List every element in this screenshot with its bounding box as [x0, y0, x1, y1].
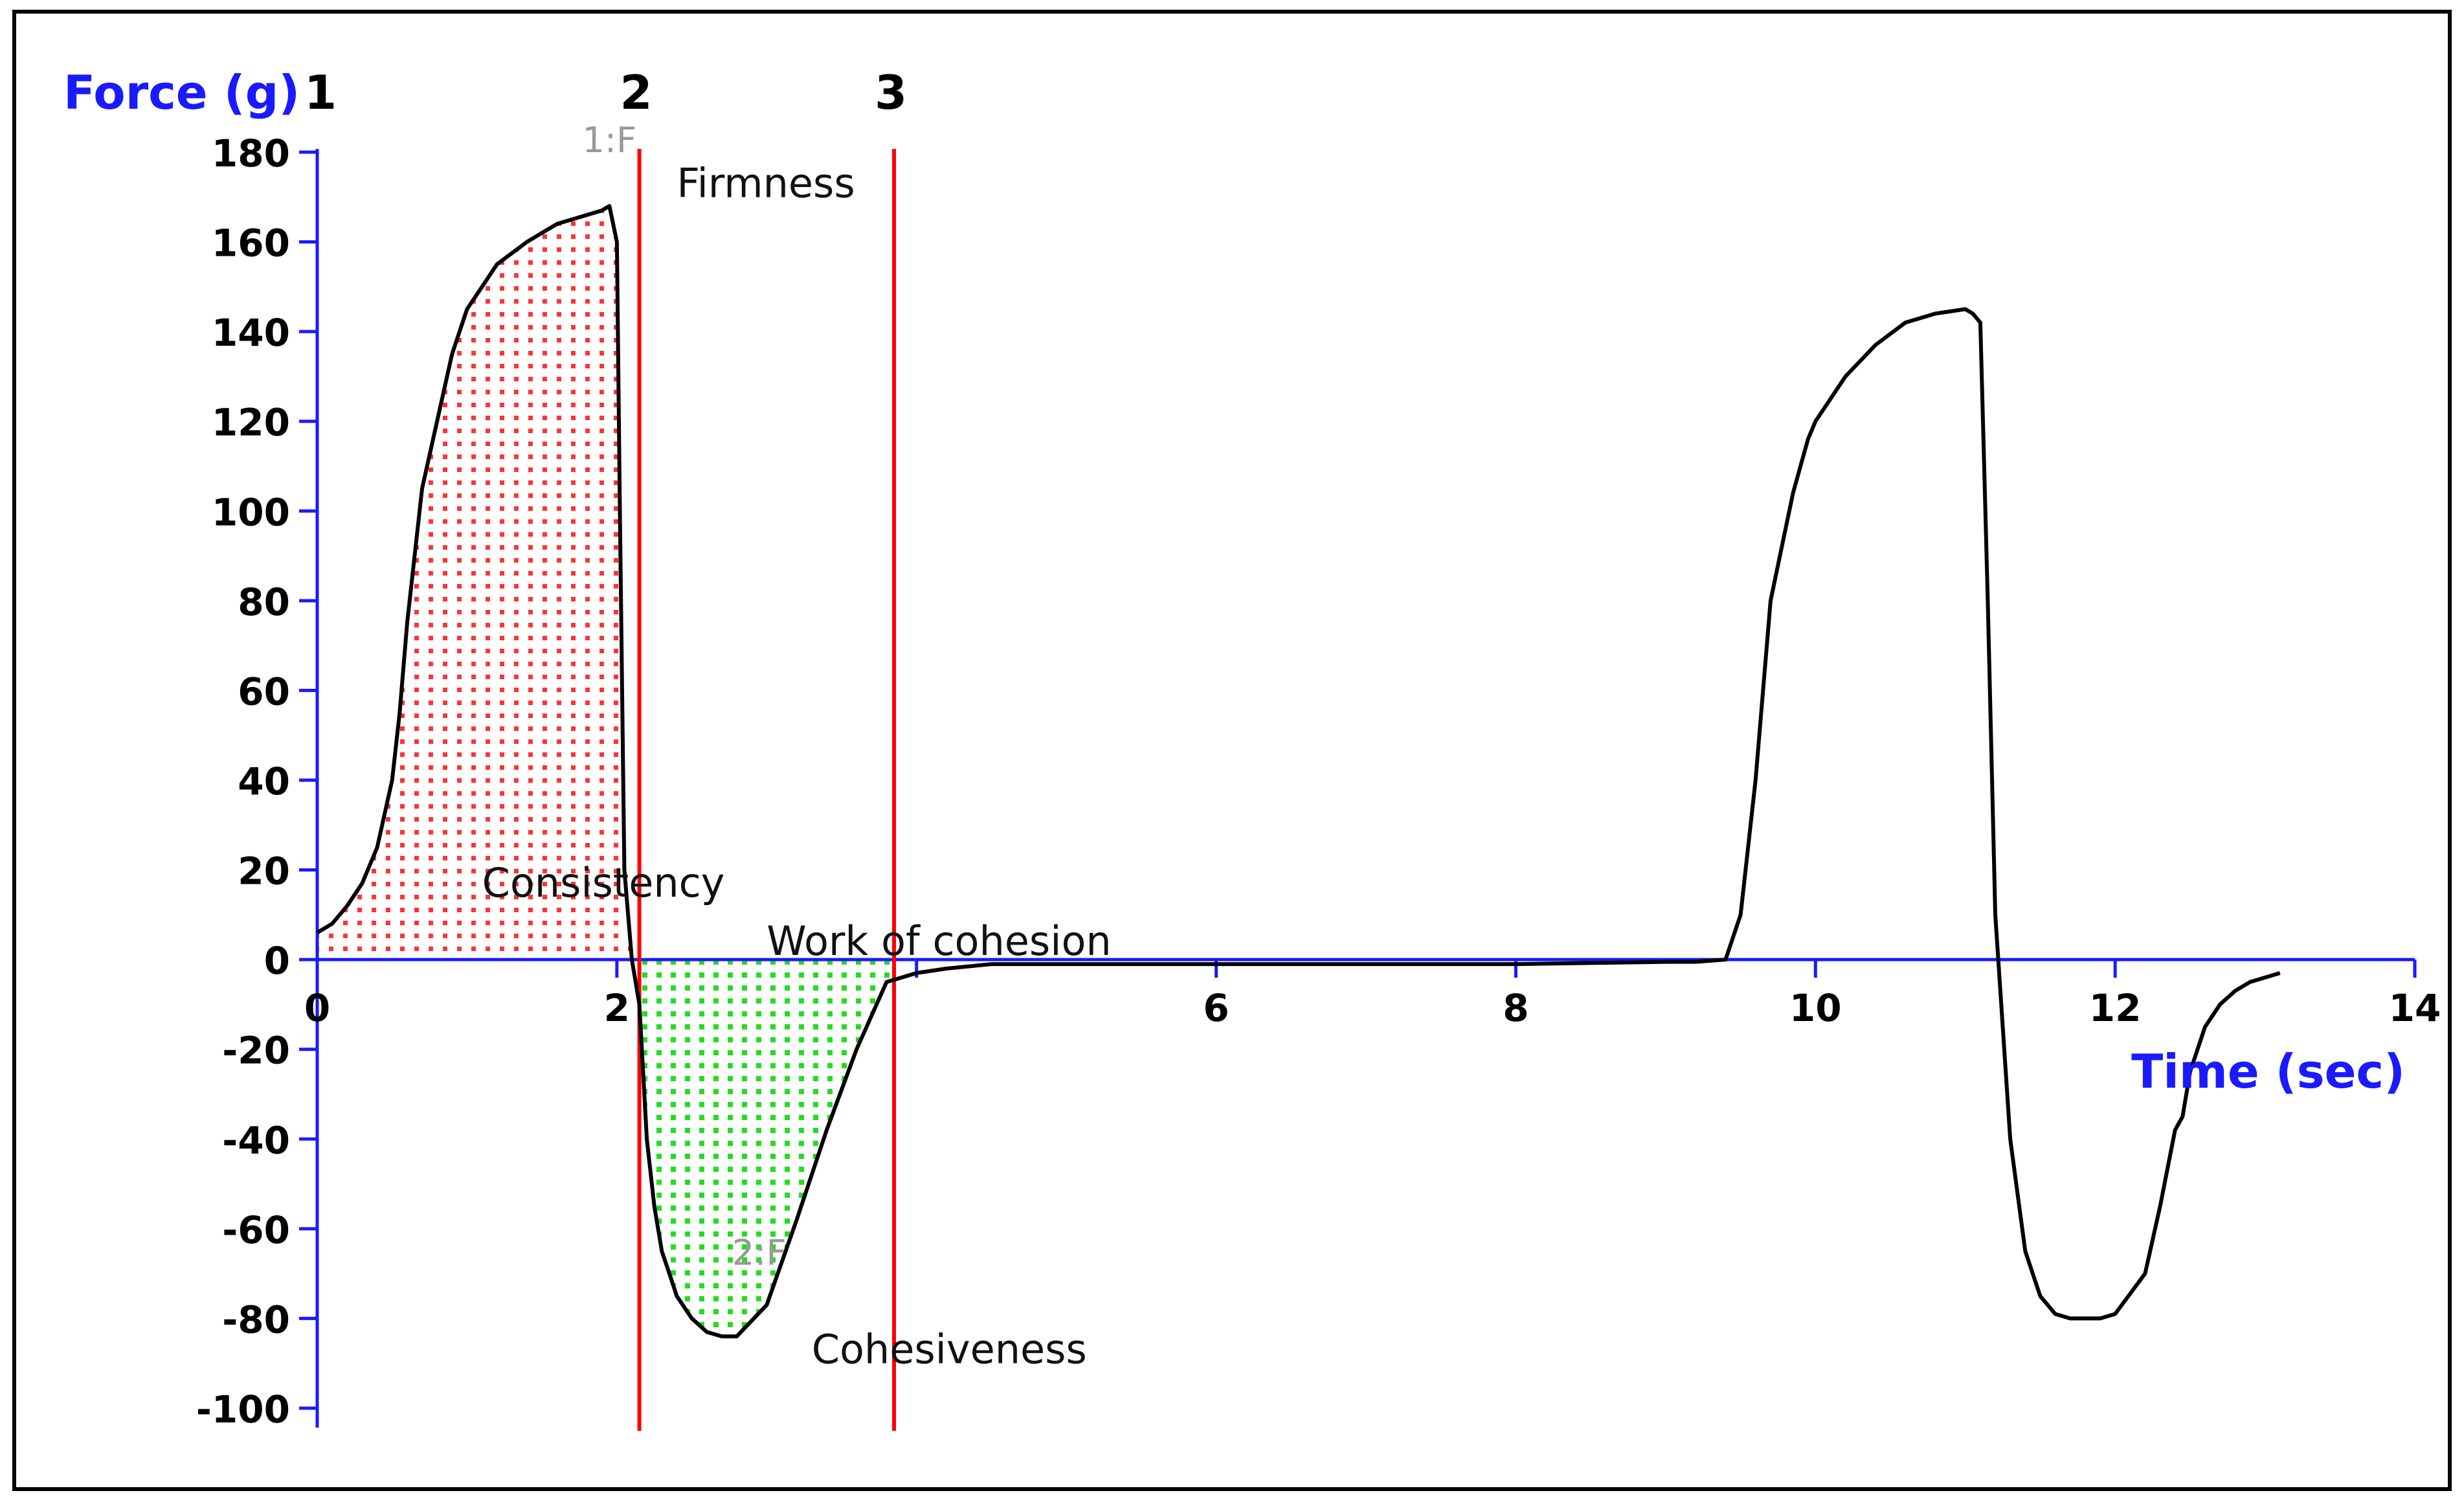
axes: 180160140120100806040200-20-40-60-80-100… — [196, 131, 2441, 1431]
y-tick-label: -80 — [222, 1297, 290, 1341]
y-tick-label: 160 — [212, 221, 290, 265]
series-line — [316, 204, 2281, 1339]
x-axis-label: Time (sec) — [2131, 1044, 2405, 1099]
x-tick-label: 8 — [1503, 986, 1529, 1030]
y-tick-label: 60 — [238, 669, 290, 713]
shaded-region-2 — [639, 960, 894, 1337]
y-tick-label: 80 — [238, 580, 290, 624]
y-tick-label: -40 — [222, 1118, 290, 1162]
cursor-lines: 1 2 3 — [304, 65, 907, 1431]
force-curve — [316, 204, 2281, 1339]
shaded-region-1 — [317, 206, 640, 1005]
y-tick-label: 140 — [212, 311, 290, 355]
y-tick-label: 40 — [238, 759, 290, 803]
x-tick-label: 2 — [604, 986, 630, 1030]
chart-frame — [12, 10, 2452, 1491]
annotation-2-f: 2:F — [732, 1232, 787, 1273]
cursor-label-3: 3 — [875, 65, 907, 120]
annotation-1-f: 1:F — [582, 120, 636, 161]
y-tick-label: 180 — [212, 131, 290, 175]
y-tick-label: 120 — [212, 401, 290, 445]
x-tick-label: 0 — [304, 986, 330, 1030]
annotation-firmness: Firmness — [677, 159, 855, 207]
y-tick-label: -100 — [196, 1387, 290, 1431]
annotation-cohesiveness: Cohesiveness — [812, 1326, 1087, 1373]
y-tick-label: 100 — [212, 490, 290, 534]
cursor-label-2: 2 — [620, 65, 653, 120]
x-tick-label: 14 — [2389, 986, 2441, 1030]
cursor-label-1: 1 — [304, 65, 337, 120]
y-tick-label: 20 — [238, 849, 290, 893]
y-tick-label: -60 — [222, 1208, 290, 1252]
y-tick-label: -20 — [222, 1029, 290, 1073]
annotation-work-of-cohesion: Work of cohesion — [767, 917, 1111, 965]
shaded-regions — [317, 206, 894, 1337]
x-tick-label: 10 — [1789, 986, 1842, 1030]
annotations: Firmness Consistency Work of cohesion Cohes… — [482, 120, 1112, 1373]
annotation-consistency: Consistency — [482, 859, 725, 906]
y-tick-label: 0 — [264, 939, 290, 983]
x-tick-label: 6 — [1203, 986, 1229, 1030]
y-axis-label: Force (g) — [63, 65, 300, 120]
x-tick-label: 12 — [2089, 986, 2142, 1030]
